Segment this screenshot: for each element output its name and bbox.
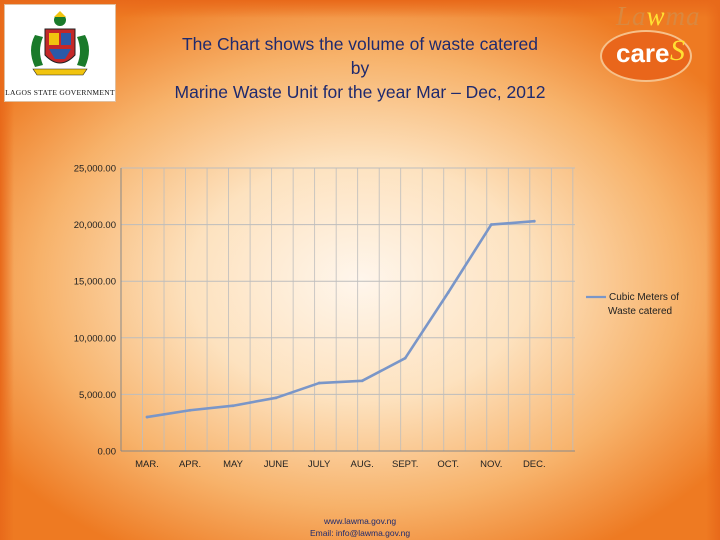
x-tick-label: JUNE xyxy=(264,459,289,470)
chart-axes xyxy=(120,168,575,452)
cares-swoosh-icon: S xyxy=(670,34,685,67)
y-tick-label: 0.00 xyxy=(98,447,117,458)
data-point xyxy=(274,396,278,400)
title-line-1: The Chart shows the volume of waste cate… xyxy=(181,34,538,54)
crest-emblem-icon xyxy=(5,5,115,87)
y-tick-label: 20,000.00 xyxy=(74,220,116,231)
y-tick-label: 25,000.00 xyxy=(74,164,116,175)
y-tick-label: 10,000.00 xyxy=(74,333,116,344)
chart-title: The Chart shows the volume of waste cate… xyxy=(128,32,592,104)
data-point xyxy=(231,404,235,408)
cares-text: care xyxy=(616,38,670,68)
data-point xyxy=(317,381,321,385)
x-tick-label: JULY xyxy=(308,459,331,470)
y-tick-label: 5,000.00 xyxy=(79,390,116,401)
title-line-3: Marine Waste Unit for the year Mar – Dec… xyxy=(174,82,546,102)
series-line xyxy=(146,219,535,419)
legend-label: Waste catered xyxy=(608,306,672,317)
data-point xyxy=(360,379,364,383)
x-tick-label: SEPT. xyxy=(392,459,418,470)
x-tick-label: OCT. xyxy=(437,459,459,470)
x-tick-label: DEC. xyxy=(523,459,546,470)
left-border xyxy=(0,0,14,540)
right-border xyxy=(706,0,720,540)
x-tick-label: MAY xyxy=(223,459,244,470)
data-point xyxy=(446,291,450,294)
data-point xyxy=(532,219,536,223)
footer-website: www.lawma.gov.ng xyxy=(323,516,397,526)
x-axis-ticks: MAR. APR. MAY JUNE JULY AUG. SEPT. OCT. NOV. DEC. xyxy=(135,459,546,470)
data-point xyxy=(188,408,192,412)
cares-badge xyxy=(600,30,692,82)
data-point xyxy=(403,356,407,360)
crest-caption: LAGOS STATE GOVERNMENT xyxy=(5,88,115,97)
x-tick-label: AUG. xyxy=(351,459,374,470)
lagos-crest-logo: LAGOS STATE GOVERNMENT xyxy=(4,4,116,102)
x-tick-label: NOV. xyxy=(480,459,502,470)
footer-email: Email: info@lawma.gov.ng xyxy=(309,528,411,538)
title-line-2: by xyxy=(350,58,370,78)
data-point xyxy=(489,223,493,227)
series-group xyxy=(145,219,536,419)
y-tick-label: 15,000.00 xyxy=(74,277,116,288)
legend-label: Cubic Meters of xyxy=(609,292,679,303)
x-tick-label: MAR. xyxy=(135,459,159,470)
chart-legend: Cubic Meters of Waste catered xyxy=(586,292,679,317)
y-axis-ticks: 0.00 5,000.00 10,000.00 15,000.00 20,000.00 2… xyxy=(74,164,116,458)
chart-grid xyxy=(120,167,575,452)
lawma-wordmark: Lawma xyxy=(616,1,701,31)
top-border xyxy=(0,0,720,18)
x-tick-label: APR. xyxy=(179,459,201,470)
data-point xyxy=(145,415,149,419)
